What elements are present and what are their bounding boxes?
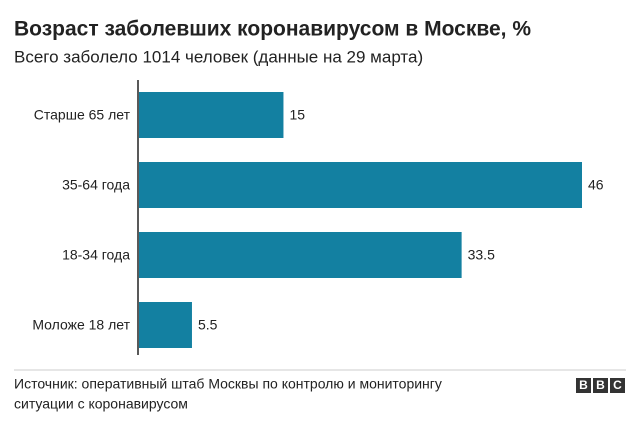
logo-box [593,378,608,393]
bar [139,92,284,138]
bar [139,232,462,278]
bar [139,302,192,348]
logo-letter: B [579,378,588,392]
value-label: 15 [289,107,305,123]
y-tick-label: 35-64 года [62,177,130,193]
logo-box [576,378,591,393]
value-label: 46 [588,177,604,193]
y-tick-label: Старше 65 лет [34,107,131,123]
chart-subtitle: Всего заболело 1014 человек (данные на 2… [14,47,423,66]
logo-box [610,378,625,393]
bar [139,162,582,208]
chart-title: Возраст заболевших коронавирусом в Москв… [14,18,531,41]
value-label: 33.5 [468,247,495,263]
source-text: Источник: оперативный штаб Москвы по кон… [14,376,442,392]
logo-letter: B [596,378,605,392]
value-label: 5.5 [198,317,218,333]
logo: B B C [576,378,625,393]
y-tick-label: 18-34 года [62,247,130,263]
y-tick-label: Моложе 18 лет [32,317,130,333]
source-text: ситуации с коронавирусом [14,396,188,412]
logo-letter: C [613,378,622,392]
